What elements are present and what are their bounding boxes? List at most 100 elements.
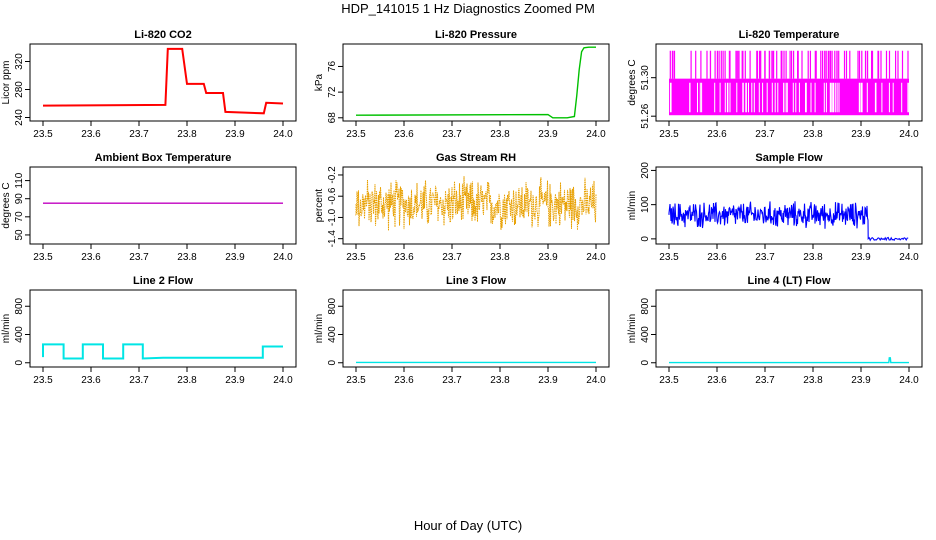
series-spikes: [669, 50, 909, 79]
series-line: [42, 343, 283, 360]
x-axis-label: Hour of Day (UTC): [413, 518, 523, 533]
plot-area: [42, 47, 284, 115]
x-tick-label: 23.7: [755, 375, 775, 386]
x-tick-label: 24.0: [899, 129, 919, 140]
y-tick-label: 72: [327, 86, 338, 98]
y-tick-label: 400: [640, 326, 651, 343]
x-tick-label: 23.5: [33, 252, 53, 263]
x-tick-label: 24.0: [586, 252, 606, 263]
x-tick-label: 23.7: [129, 375, 149, 386]
y-tick-label: -0.2: [327, 166, 338, 184]
x-tick-label: 23.7: [755, 129, 775, 140]
x-tick-label: 23.6: [81, 252, 101, 263]
panel-8: Line 3 Flow 23.5 23.6 23.7 23.8 23.9 24.0 0 400 8…: [314, 275, 610, 386]
y-axis-label: degrees C: [1, 182, 12, 228]
panel-5: Gas Stream RH 23.5 23.6 23.7 23.8 23.9 24.0 -1.…: [314, 152, 610, 263]
plot-area: [355, 176, 597, 231]
panel-title: Line 2 Flow: [133, 275, 193, 287]
x-tick-label: 23.5: [346, 129, 366, 140]
plot-area: [669, 357, 909, 364]
x-tick-label: 23.6: [81, 375, 101, 386]
y-tick-label: 0: [640, 236, 651, 242]
plot-frame: [342, 43, 610, 122]
y-tick-label: 800: [14, 297, 25, 314]
x-tick-label: 23.7: [442, 252, 462, 263]
y-tick-label: 0: [327, 360, 338, 366]
x-tick-label: 23.9: [851, 375, 871, 386]
plot-frame: [29, 43, 297, 122]
y-tick-label: 240: [14, 109, 25, 126]
x-tick-label: 23.5: [33, 129, 53, 140]
y-tick-label: 51.26: [640, 103, 651, 128]
y-tick-label: -1.0: [327, 208, 338, 226]
y-tick-label: 280: [14, 81, 25, 98]
x-tick-label: 23.6: [707, 129, 727, 140]
y-tick-label: 200: [640, 162, 651, 179]
plot-frame: [655, 289, 923, 368]
x-tick-label: 23.8: [490, 129, 510, 140]
x-tick-label: 23.5: [33, 375, 53, 386]
series-line: [355, 46, 596, 119]
series-line: [355, 176, 597, 231]
x-tick-label: 23.5: [659, 375, 679, 386]
x-tick-label: 23.9: [538, 252, 558, 263]
series-gaps: [669, 82, 909, 113]
panel-2: Li-820 Pressure 23.5 23.6 23.7 23.8 23.9 24.0 6…: [314, 29, 610, 140]
x-tick-label: 23.7: [442, 129, 462, 140]
y-axis-label: Licor ppm: [1, 61, 12, 105]
y-tick-label: 0: [640, 360, 651, 366]
x-tick-label: 23.6: [394, 252, 414, 263]
panel-4: Ambient Box Temperature 23.5 23.6 23.7 23.8 2…: [1, 152, 297, 263]
plot-frame: [655, 43, 923, 122]
panel-1: Li-820 CO2 23.5 23.6 23.7 23.8 23.9 24.0 240 280…: [1, 29, 297, 140]
panel-title: Li-820 Pressure: [435, 29, 517, 41]
series-line: [668, 201, 909, 242]
y-axis-label: kPa: [314, 73, 325, 91]
x-tick-label: 23.8: [803, 129, 823, 140]
x-tick-label: 23.5: [659, 129, 679, 140]
x-tick-label: 24.0: [899, 375, 919, 386]
y-tick-label: 0: [14, 360, 25, 366]
x-tick-label: 24.0: [586, 129, 606, 140]
plot-frame: [29, 166, 297, 245]
y-tick-label: 50: [14, 229, 25, 241]
plot-area: [42, 343, 283, 360]
x-tick-label: 23.9: [538, 375, 558, 386]
x-tick-label: 23.8: [177, 129, 197, 140]
x-tick-label: 23.9: [851, 129, 871, 140]
y-tick-label: 400: [327, 326, 338, 343]
panel-7: Line 2 Flow 23.5 23.6 23.7 23.8 23.9 24.0 0 400 8…: [1, 275, 297, 386]
series-line: [42, 47, 284, 115]
x-tick-label: 23.7: [755, 252, 775, 263]
x-tick-label: 23.5: [346, 252, 366, 263]
x-tick-label: 23.7: [129, 129, 149, 140]
figure-title: HDP_141015 1 Hz Diagnostics Zoomed PM: [341, 1, 595, 16]
x-tick-label: 23.8: [803, 375, 823, 386]
x-tick-label: 23.6: [394, 129, 414, 140]
y-axis-label: ml/min: [1, 314, 12, 343]
x-tick-label: 23.6: [707, 252, 727, 263]
plot-frame: [29, 289, 297, 368]
x-tick-label: 24.0: [273, 129, 293, 140]
y-tick-label: 51.30: [640, 65, 651, 90]
plot-area: [355, 46, 596, 119]
y-tick-label: 70: [14, 211, 25, 223]
x-tick-label: 23.5: [346, 375, 366, 386]
panel-title: Line 3 Flow: [446, 275, 506, 287]
x-tick-label: 23.9: [538, 129, 558, 140]
x-tick-label: 23.8: [490, 375, 510, 386]
x-tick-label: 23.9: [225, 375, 245, 386]
panel-title: Li-820 Temperature: [739, 29, 840, 41]
x-tick-label: 23.9: [851, 252, 871, 263]
y-tick-label: 76: [327, 60, 338, 72]
x-tick-label: 23.8: [177, 252, 197, 263]
panel-title: Ambient Box Temperature: [95, 152, 232, 164]
panel-title: Sample Flow: [755, 152, 823, 164]
panel-3: Li-820 Temperature 23.5 23.6 23.7 23.8 23.9 24…: [627, 29, 923, 140]
y-tick-label: -0.6: [327, 187, 338, 205]
x-tick-label: 24.0: [899, 252, 919, 263]
x-tick-label: 23.9: [225, 129, 245, 140]
x-tick-label: 23.7: [442, 375, 462, 386]
panel-title: Li-820 CO2: [134, 29, 191, 41]
y-tick-label: 800: [327, 297, 338, 314]
